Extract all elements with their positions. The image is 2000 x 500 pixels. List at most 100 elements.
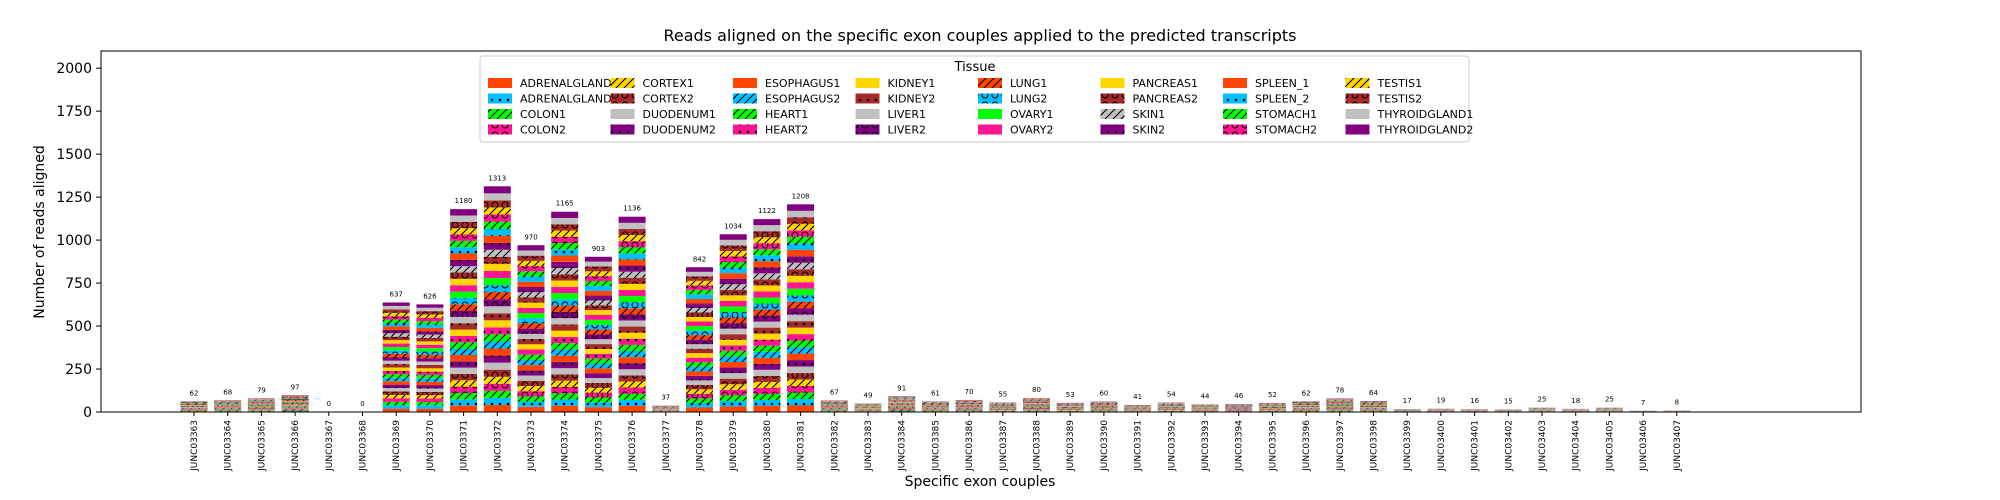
bar-segment-hatch — [719, 317, 747, 324]
bar-total-label: 15 — [1504, 397, 1513, 405]
bar-segment — [584, 378, 612, 383]
bar-segment — [753, 225, 781, 232]
legend-swatch — [855, 78, 880, 88]
bar-segment-hatch — [450, 399, 478, 406]
bar-segment-hatch — [686, 312, 713, 318]
x-tick-label: JUNC03385 — [931, 420, 941, 472]
bar-segment-hatch — [686, 402, 713, 408]
legend-label: COLON2 — [520, 124, 566, 137]
legend-label: ESOPHAGUS1 — [765, 77, 840, 90]
x-tick-label: JUNC03382 — [830, 420, 840, 472]
bar-stack: 49 — [854, 392, 882, 412]
bar-segment-hatch — [551, 243, 579, 250]
bar-segment — [551, 217, 579, 225]
bar-segment-hatch — [450, 266, 478, 273]
bar-segment-hatch — [416, 314, 444, 318]
bar-segment-hatch — [753, 309, 781, 316]
x-tick-label: JUNC03404 — [1572, 420, 1582, 472]
bar-segment-hatch — [483, 228, 511, 236]
legend-swatch-hatch — [978, 78, 1002, 88]
legend-item: SKIN2 — [1100, 124, 1165, 137]
bar-segment-hatch — [416, 378, 444, 382]
bar-segment — [584, 407, 612, 412]
legend-item: ESOPHAGUS1 — [733, 77, 840, 90]
bar-total-label: 1208 — [792, 192, 810, 200]
bar-total-label: 44 — [1201, 392, 1210, 400]
bar-segment-hatch — [753, 327, 781, 334]
bar-stack: 55 — [989, 391, 1017, 412]
y-tick-label: 500 — [65, 319, 92, 335]
bar-segment — [281, 404, 309, 405]
bar-segment — [686, 271, 713, 277]
bar-segment-hatch — [450, 361, 478, 368]
bar-segment — [281, 405, 309, 406]
bar-stack: 626 — [416, 292, 444, 412]
bar-stack: 15 — [1494, 397, 1522, 412]
bar-stack: 78 — [1326, 387, 1354, 412]
legend-swatch-hatch — [610, 93, 635, 104]
bar-stack: 1034 — [719, 222, 747, 412]
bar-segment — [686, 298, 713, 304]
bar-segment-hatch — [382, 319, 410, 324]
legend-item: OVARY2 — [978, 124, 1053, 137]
bar-total-label: 97 — [291, 383, 300, 391]
bar-segment — [686, 380, 713, 385]
bar-segment — [584, 256, 612, 262]
bar-segment — [382, 326, 410, 330]
bar-segment-hatch — [753, 399, 781, 406]
bar-segment-hatch — [584, 397, 612, 403]
bar-segment — [281, 402, 309, 403]
bar-segment — [618, 405, 646, 412]
x-tick-label: JUNC03401 — [1471, 420, 1481, 472]
bar-segment-hatch — [517, 260, 545, 267]
legend-item: OVARY1 — [978, 108, 1053, 121]
bar-segment-hatch — [686, 294, 713, 299]
bar-stack: 25 — [1528, 396, 1556, 412]
bar-stack: 25 — [1595, 396, 1623, 412]
bar-segment-hatch — [483, 249, 511, 257]
bar-segment-hatch — [686, 398, 713, 403]
bar-segment-hatch — [618, 265, 646, 272]
bar-segment-hatch — [618, 247, 646, 254]
bar-segment-hatch — [281, 396, 309, 397]
bar-segment-hatch — [719, 262, 747, 268]
bar-segment — [483, 270, 511, 278]
bar-segment — [483, 193, 511, 201]
y-tick-label: 0 — [83, 405, 92, 421]
legend-swatch-hatch — [1223, 124, 1247, 135]
bar-segment-hatch — [584, 276, 612, 282]
bar-segment-hatch — [483, 397, 511, 405]
x-tick-label: JUNC03403 — [1538, 420, 1548, 472]
bar-segment — [450, 316, 478, 324]
bar-segment — [719, 373, 747, 379]
bar-segment — [517, 365, 545, 371]
bar-segment-hatch — [686, 389, 713, 394]
bar-segment-hatch — [719, 378, 747, 385]
bar-segment — [382, 340, 410, 344]
bar-segment-hatch — [483, 207, 511, 215]
bar-segment-hatch — [719, 278, 747, 285]
bar-segment — [584, 339, 612, 345]
bar-segment-hatch — [584, 387, 612, 393]
bar-total-label: 54 — [1167, 391, 1176, 399]
bar-segment-hatch — [753, 381, 781, 388]
legend-label: SPLEEN_2 — [1255, 93, 1309, 106]
bar-segment — [382, 346, 410, 351]
bar-segment — [686, 321, 713, 327]
bar-stack: 79 — [247, 386, 275, 412]
bar-segment-hatch — [787, 301, 815, 309]
bar-segment-hatch — [618, 241, 646, 248]
bar-segment — [416, 381, 444, 386]
bar-segment-hatch — [517, 297, 545, 303]
bar-segment-hatch — [584, 295, 612, 301]
legend-label: LIVER1 — [888, 108, 927, 121]
bar-segment — [753, 285, 781, 292]
bar-segment-hatch — [719, 389, 747, 396]
bar-segment-hatch — [517, 318, 545, 324]
bar-segment-hatch — [753, 303, 781, 310]
legend-label: HEART1 — [765, 108, 808, 121]
y-tick-label: 1000 — [56, 233, 92, 249]
bar-segment-hatch — [450, 272, 478, 279]
bar-segment — [719, 306, 747, 313]
bar-segment — [517, 375, 545, 381]
